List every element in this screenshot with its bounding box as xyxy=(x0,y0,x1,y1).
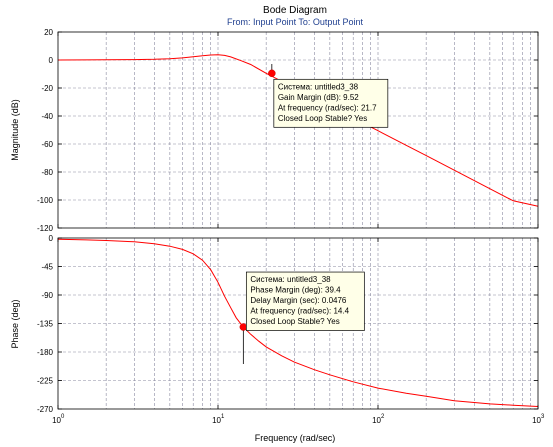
magnitude-plot-area xyxy=(58,32,538,228)
phase-datatip-box xyxy=(245,271,365,331)
magnitude-datatip-line: At frequency (rad/sec): 21.7 xyxy=(278,103,377,112)
magnitude-datatip[interactable]: Система: untitled3_38 Gain Margin (dB): 9… xyxy=(273,78,389,128)
phase-axes-frame xyxy=(57,237,539,410)
phase-datatip-line: Система: untitled3_38 xyxy=(250,275,331,284)
phase-ytick-label: -180 xyxy=(37,348,54,357)
magnitude-datatip-line: Closed Loop Stable? Yes xyxy=(278,114,367,123)
chart-subtitle: From: Input Point To: Output Point xyxy=(227,17,363,27)
magnitude-ytick-label: 20 xyxy=(44,28,53,37)
frequency-axis-label: Frequency (rad/sec) xyxy=(255,433,336,443)
xtick-label-exponent: 1 xyxy=(221,414,225,420)
magnitude-ytick-label: -60 xyxy=(41,140,53,149)
magnitude-axis-label: Magnitude (dB) xyxy=(10,99,20,161)
phase-ytick-label: -270 xyxy=(37,405,54,414)
xtick-label-exponent: 3 xyxy=(541,414,545,420)
magnitude-ytick-label: -80 xyxy=(41,168,53,177)
magnitude-datatip-box xyxy=(273,78,389,128)
phase-datatip-line: Delay Margin (sec): 0.0476 xyxy=(250,296,347,305)
chart-title: Bode Diagram xyxy=(263,5,327,16)
xtick-label-base: 10 xyxy=(372,416,381,425)
xtick-label-exponent: 0 xyxy=(61,414,65,420)
xtick-label-base: 10 xyxy=(52,416,61,425)
xtick-label-exponent: 2 xyxy=(381,414,385,420)
magnitude-datatip-line: Gain Margin (dB): 9.52 xyxy=(278,93,359,102)
magnitude-ytick-label: -40 xyxy=(41,112,53,121)
phase-datatip-line: Closed Loop Stable? Yes xyxy=(250,317,339,326)
xtick-label-base: 10 xyxy=(532,416,541,425)
phase-ytick-label: -45 xyxy=(41,263,53,272)
magnitude-ytick-label: -100 xyxy=(37,196,54,205)
phase-datatip-line: At frequency (rad/sec): 14.4 xyxy=(250,307,349,316)
phase-datatip-line: Phase Margin (deg): 39.4 xyxy=(250,286,341,295)
magnitude-axes-frame xyxy=(57,31,539,229)
phase-margin-marker[interactable] xyxy=(239,323,248,331)
magnitude-series-line xyxy=(57,54,539,207)
magnitude-datatip-line: Система: untitled3_38 xyxy=(278,82,359,91)
xtick-label-base: 10 xyxy=(212,416,221,425)
magnitude-ytick-label: -120 xyxy=(37,224,54,233)
phase-ytick-label: -90 xyxy=(41,291,53,300)
phase-ytick-label: -135 xyxy=(37,320,54,329)
magnitude-margin-marker[interactable] xyxy=(268,69,276,78)
magnitude-ytick-label: 0 xyxy=(49,56,54,65)
phase-ytick-label: -225 xyxy=(37,377,54,386)
magnitude-panel: 20 0 -20 -40 -60 -80 -100 -120 Система: untitled… xyxy=(37,28,539,233)
phase-ytick-label: 0 xyxy=(49,234,54,243)
phase-datatip[interactable]: Система: untitled3_38 Phase Margin (deg):… xyxy=(245,271,365,331)
magnitude-ytick-label: -20 xyxy=(41,84,53,93)
phase-axis-label: Phase (deg) xyxy=(10,299,20,348)
